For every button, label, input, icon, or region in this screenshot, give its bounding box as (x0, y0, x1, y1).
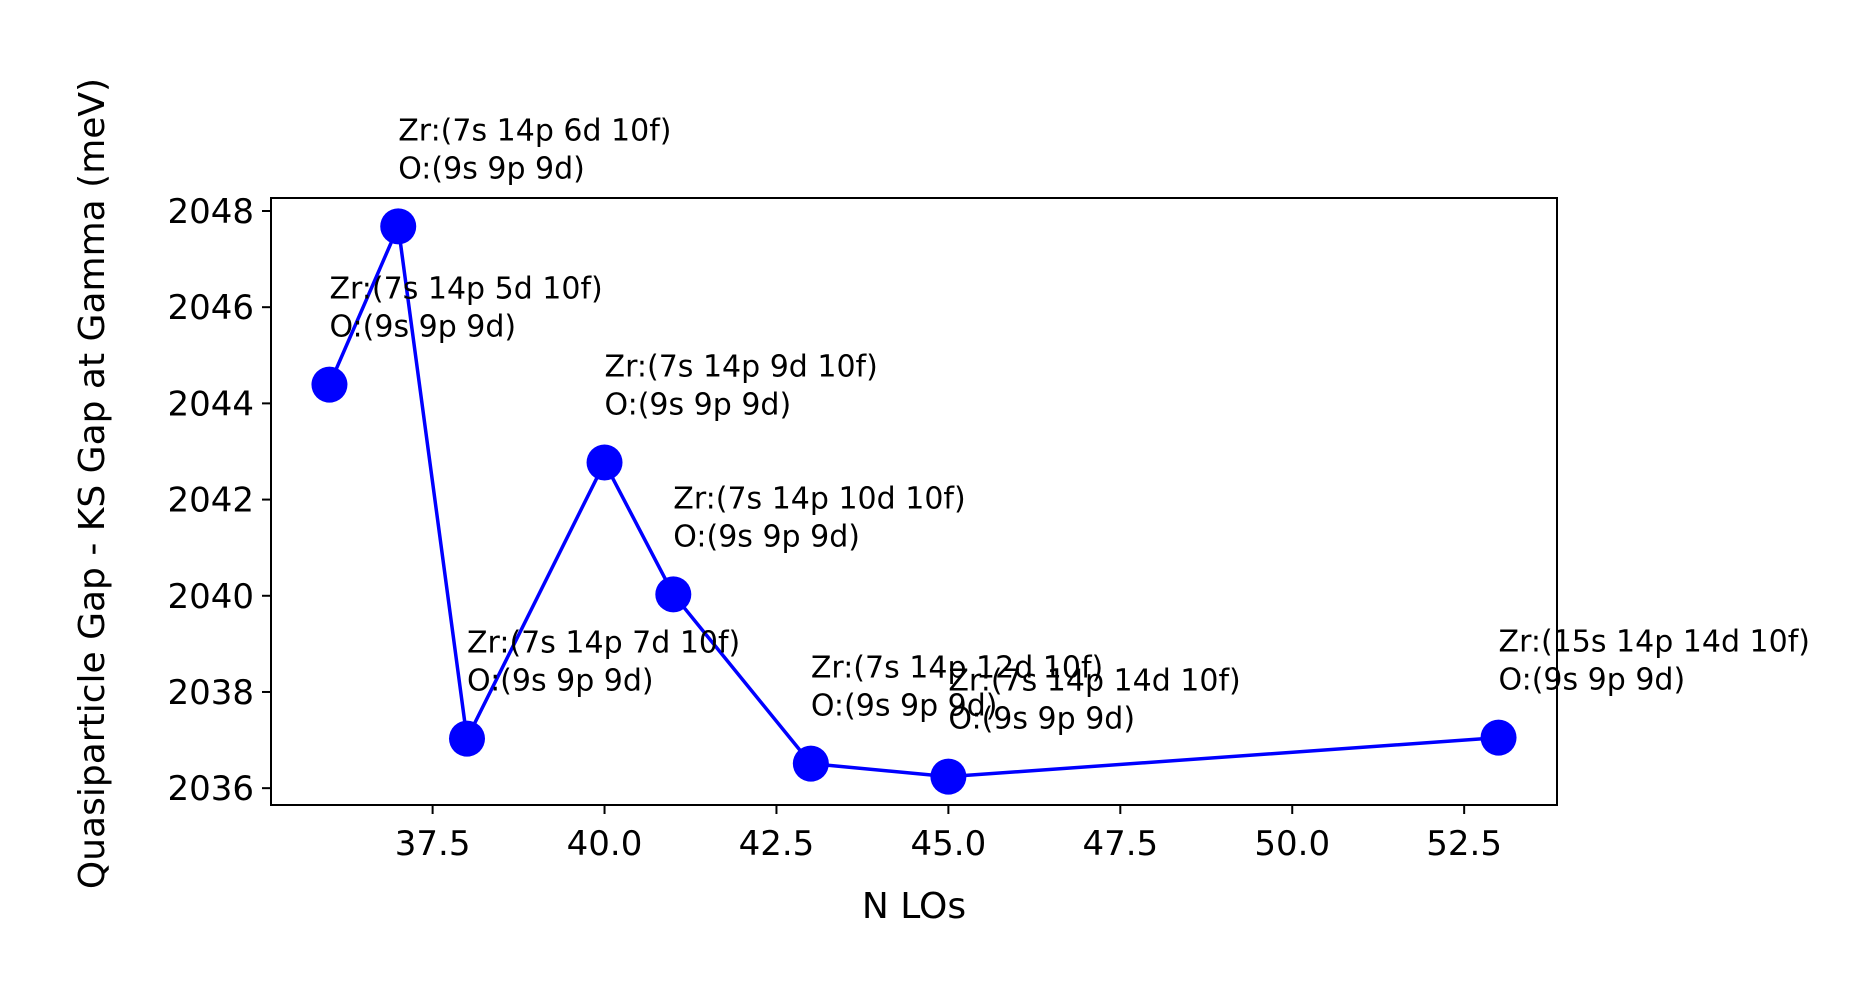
point-annotation-line: Zr:(7s 14p 10d 10f) (673, 481, 965, 516)
y-tick-label: 2040 (167, 577, 254, 617)
point-annotation-line: Zr:(7s 14p 7d 10f) (467, 626, 740, 661)
point-annotation-line: O:(9s 9p 9d) (467, 664, 654, 699)
point-annotation-line: O:(9s 9p 9d) (398, 151, 585, 186)
point-annotation-line: Zr:(7s 14p 5d 10f) (329, 272, 602, 307)
x-tick-label: 52.5 (1426, 824, 1502, 864)
x-tick-label: 45.0 (911, 824, 987, 864)
y-tick-label: 2038 (167, 673, 254, 713)
data-point (586, 444, 623, 481)
point-annotation-line: O:(9s 9p 9d) (1499, 663, 1686, 698)
point-annotation-line: O:(9s 9p 9d) (948, 702, 1135, 737)
x-axis-label: N LOs (862, 886, 966, 927)
x-tick-label: 47.5 (1082, 824, 1158, 864)
x-tick-label: 50.0 (1254, 824, 1330, 864)
y-axis-label: Quasiparticle Gap - KS Gap at Gamma (meV… (72, 78, 113, 889)
y-tick-label: 2042 (167, 481, 254, 521)
x-tick-label: 42.5 (739, 824, 815, 864)
data-point (792, 745, 829, 782)
point-annotation-line: O:(9s 9p 9d) (673, 519, 860, 554)
y-tick-label: 2046 (167, 288, 254, 328)
point-annotation-line: O:(9s 9p 9d) (811, 689, 998, 724)
data-point (311, 366, 348, 403)
point-annotation-line: O:(9s 9p 9d) (605, 388, 792, 423)
x-tick-label: 40.0 (567, 824, 643, 864)
point-annotation-line: Zr:(15s 14p 14d 10f) (1499, 625, 1810, 660)
point-annotation-line: Zr:(7s 14p 9d 10f) (605, 350, 878, 385)
data-point (380, 208, 417, 245)
y-tick-label: 2036 (167, 769, 254, 809)
series-line (327, 224, 1499, 779)
data-point (1480, 719, 1517, 756)
y-tick-label: 2044 (167, 384, 254, 424)
point-annotation-line: Zr:(7s 14p 12d 10f) (811, 651, 1103, 686)
x-tick-label: 37.5 (395, 824, 471, 864)
plot-frame (270, 197, 1558, 806)
point-annotation-line: O:(9s 9p 9d) (329, 310, 516, 345)
y-tick-label: 2048 (167, 192, 254, 232)
data-point (655, 576, 692, 613)
data-point (930, 758, 967, 795)
point-annotation-line: Zr:(7s 14p 14d 10f) (948, 664, 1240, 699)
point-annotation-line: Zr:(7s 14p 6d 10f) (398, 113, 671, 148)
data-point (448, 720, 485, 757)
